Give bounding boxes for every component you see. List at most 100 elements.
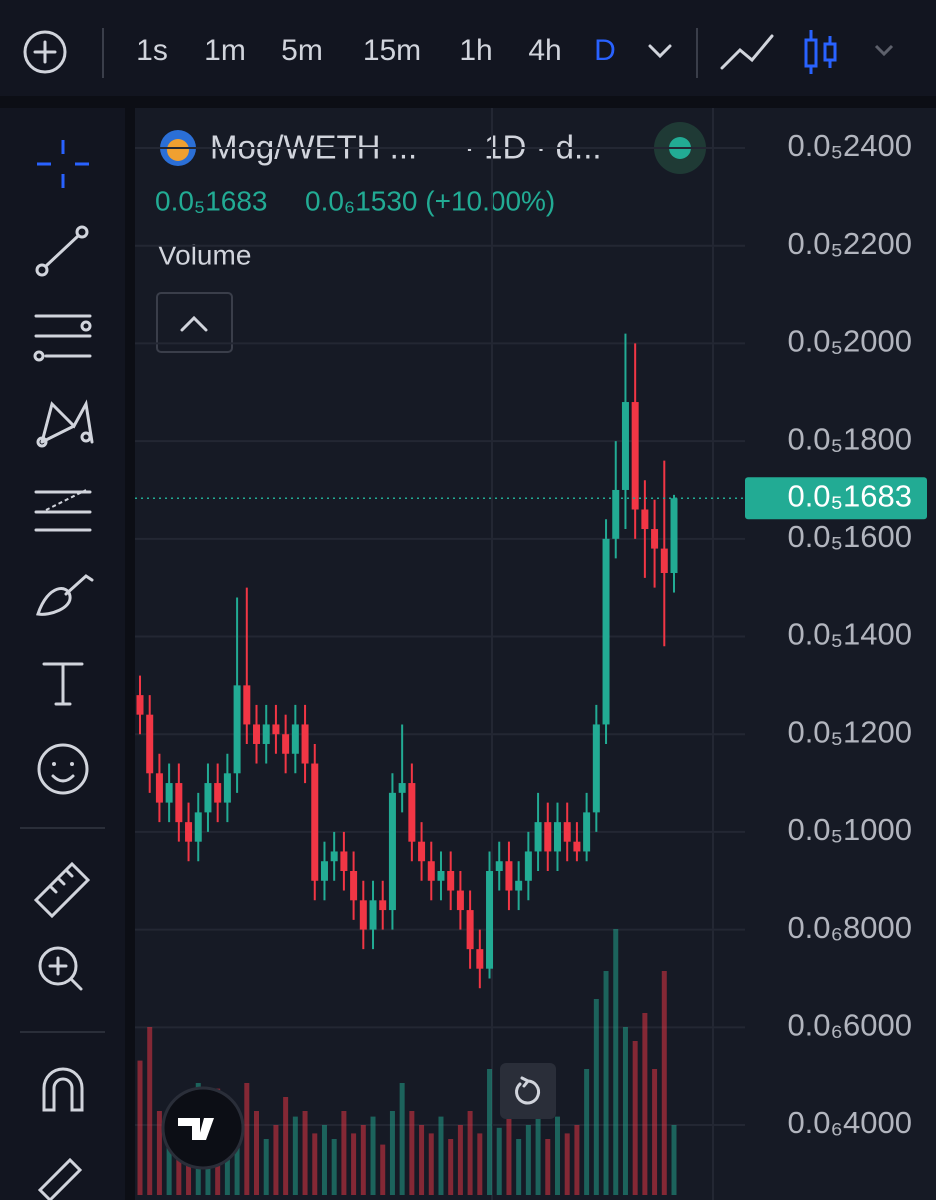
y-tick-label: 0.0₅2200 [787, 226, 912, 261]
y-tick-label: 0.0₅1000 [787, 812, 912, 847]
candle-body [583, 812, 591, 852]
interval-button[interactable]: 1m [204, 34, 246, 67]
volume-bar [535, 1111, 541, 1195]
interval-button[interactable]: 15m [363, 34, 421, 67]
volume-bar [574, 1125, 580, 1195]
add-button[interactable] [23, 30, 67, 74]
candle-body [427, 861, 435, 881]
legend-change: 0.0₆1530 (+10.00%) [305, 185, 555, 216]
candle-body [592, 724, 600, 813]
candle-body [359, 900, 367, 930]
indicator-name: Volume [158, 239, 251, 270]
candle-body [243, 685, 251, 725]
volume-bar [661, 971, 667, 1195]
interval-button[interactable]: 1h [459, 34, 492, 67]
volume-bar [360, 1125, 366, 1195]
candle-body [524, 851, 532, 881]
volume-bar [156, 1111, 162, 1195]
candle-body [553, 822, 561, 852]
candle-body [563, 822, 571, 842]
fib-tool[interactable] [33, 314, 92, 362]
volume-bar [477, 1133, 483, 1195]
volume-bar [244, 1083, 250, 1195]
candle-body [447, 870, 455, 891]
candle-body [155, 773, 163, 803]
volume-bar [263, 1139, 269, 1195]
volume-bar [186, 1139, 192, 1195]
chart-panel [135, 108, 936, 1200]
candle-body [223, 773, 231, 803]
line-chart-button[interactable] [720, 34, 774, 70]
candle-chart-button[interactable] [804, 30, 837, 74]
volume-bar [467, 1111, 473, 1195]
candle-body [456, 890, 464, 911]
interval-button[interactable]: 5m [281, 34, 323, 67]
candle-body [466, 910, 474, 950]
plot [135, 108, 745, 1200]
interval-button[interactable]: 1s [136, 34, 168, 67]
volume-bar [380, 1144, 386, 1195]
last-price-tag [745, 477, 927, 520]
volume-bar [351, 1133, 357, 1195]
volume-bar [166, 1125, 172, 1195]
pattern-tool[interactable] [36, 399, 94, 448]
y-tick-label: 0.0₅2400 [787, 128, 912, 163]
candle-body [330, 851, 338, 862]
volume-bar [506, 1111, 512, 1195]
candle-body [437, 870, 445, 881]
prediction-tool[interactable] [34, 489, 92, 532]
candle-body [175, 783, 183, 823]
candle-body [272, 724, 280, 735]
ruler-tool[interactable] [33, 861, 91, 919]
candle-body [515, 880, 523, 891]
volume-bar [419, 1125, 425, 1195]
emoji-tool[interactable] [37, 743, 89, 795]
candle-body [136, 695, 144, 715]
candle-body [476, 949, 484, 969]
volume-bar [428, 1133, 434, 1195]
y-tick-label: 0.0₅1400 [787, 617, 912, 652]
interval-dropdown[interactable] [648, 44, 672, 59]
candle-body [291, 724, 299, 754]
volume-bar [331, 1139, 337, 1195]
volume-bar [302, 1111, 308, 1195]
lock-tool[interactable] [37, 1157, 83, 1200]
volume-bar [554, 1116, 560, 1195]
chart-type-dropdown[interactable] [874, 44, 894, 57]
volume-bar [496, 1127, 502, 1195]
y-tick-label: 0.0₆6000 [787, 1008, 912, 1043]
volume-bar [525, 1125, 531, 1195]
y-tick-label: 0.0₅1200 [787, 714, 912, 749]
left-toolbar [0, 108, 125, 1200]
text-tool[interactable] [42, 662, 84, 706]
brush-tool[interactable] [36, 574, 94, 616]
interval-button[interactable]: D [594, 34, 616, 67]
candle-body [194, 812, 202, 842]
candle-body [505, 861, 513, 891]
y-tick-label: 0.0₅2000 [787, 324, 912, 359]
zoom-tool[interactable] [38, 946, 83, 991]
candle-body [320, 861, 328, 881]
candle-body [282, 734, 290, 754]
candle-body [185, 822, 193, 842]
magnet-tool[interactable] [42, 1067, 84, 1112]
interval-button[interactable]: 4h [528, 34, 561, 67]
y-tick-label: 0.0₆4000 [787, 1105, 912, 1140]
volume-bar [321, 1125, 327, 1195]
candle-body [311, 763, 319, 881]
crosshair-tool[interactable] [37, 140, 89, 188]
top-toolbar [0, 0, 936, 96]
reset-button[interactable] [500, 1063, 556, 1119]
volume-bar [622, 1027, 628, 1195]
candle-body [573, 841, 581, 852]
candle-body [301, 724, 309, 764]
volume-bar [652, 1069, 658, 1195]
volume-bar [448, 1139, 454, 1195]
candle-body [544, 822, 552, 852]
trendline-tool[interactable] [35, 225, 89, 277]
candle-body [631, 402, 639, 510]
last-price-label: 0.0₅1683 [787, 478, 912, 513]
candle-body [253, 724, 261, 744]
collapse-button[interactable] [156, 292, 233, 353]
